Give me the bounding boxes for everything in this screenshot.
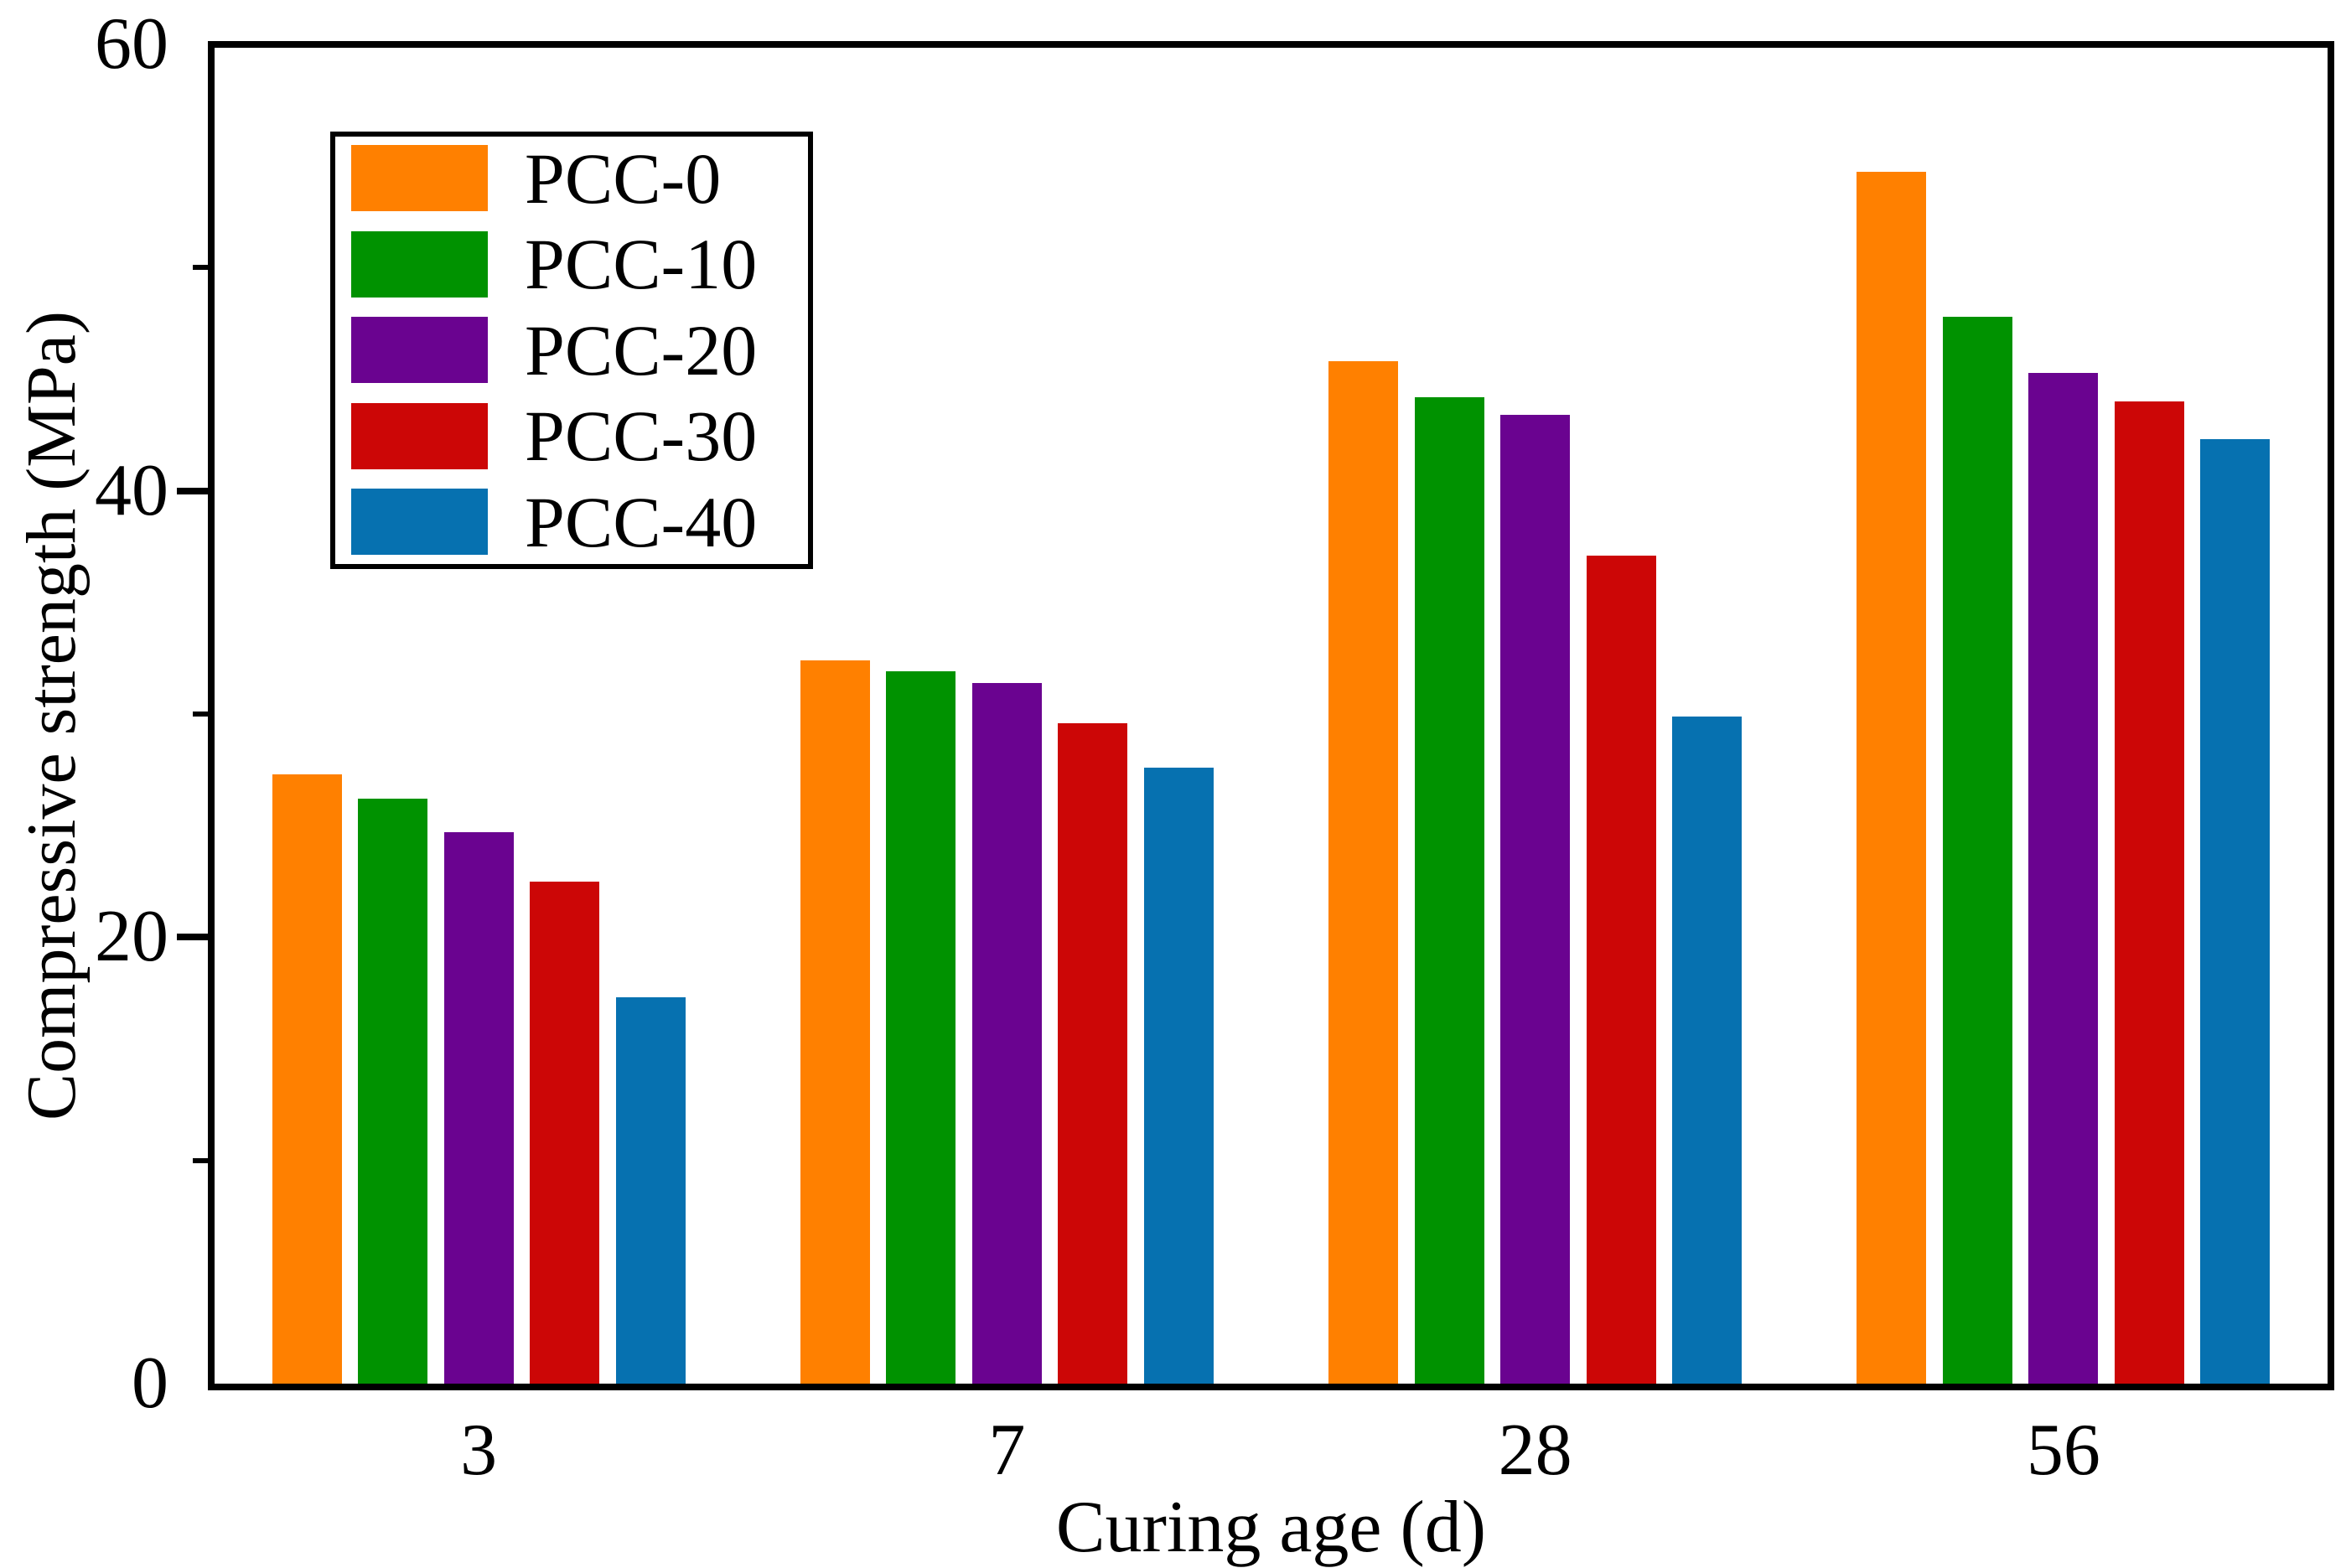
plot-frame (208, 41, 2334, 1390)
legend-swatch-PCC-20 (351, 317, 488, 383)
y-minor-tick-30 (193, 712, 208, 717)
bar-PCC-20-age-3 (443, 832, 514, 1384)
bar-PCC-0-age-7 (800, 660, 870, 1384)
legend-swatch-PCC-40 (351, 489, 488, 555)
y-minor-tick-10 (193, 1157, 208, 1163)
legend-row-PCC-40: PCC-40 (335, 480, 808, 567)
bar-PCC-0-age-56 (1857, 171, 1927, 1384)
y-major-tick-20 (177, 934, 208, 941)
bar-PCC-0-age-28 (1328, 361, 1399, 1384)
bar-PCC-40-age-56 (2200, 439, 2271, 1384)
y-tick-label-60: 60 (95, 3, 168, 85)
bar-PCC-40-age-7 (1143, 767, 1214, 1384)
legend-swatch-PCC-0 (351, 145, 488, 211)
bar-PCC-30-age-7 (1058, 722, 1128, 1384)
x-tick-label-28: 28 (1498, 1410, 1572, 1491)
bar-PCC-10-age-3 (358, 799, 428, 1384)
y-minor-tick-50 (193, 265, 208, 271)
y-major-tick-40 (177, 487, 208, 494)
bar-PCC-0-age-3 (272, 774, 342, 1384)
legend-row-PCC-0: PCC-0 (335, 137, 808, 223)
bar-PCC-40-age-28 (1672, 716, 1743, 1384)
legend-swatch-PCC-10 (351, 230, 488, 298)
bar-PCC-20-age-28 (1500, 415, 1571, 1384)
x-tick-label-3: 3 (460, 1410, 498, 1491)
y-tick-label-40: 40 (95, 449, 168, 531)
y-tick-label-0: 0 (132, 1343, 168, 1424)
y-axis-label: Compressive strength (MPa) (13, 311, 91, 1120)
bar-PCC-30-age-3 (530, 881, 600, 1384)
legend-row-PCC-30: PCC-30 (335, 395, 808, 481)
y-tick-label-20: 20 (95, 896, 168, 978)
legend-row-PCC-10: PCC-10 (335, 223, 808, 309)
legend-label-PCC-40: PCC-40 (525, 481, 758, 562)
legend-swatch-PCC-30 (351, 402, 488, 469)
bar-PCC-10-age-56 (1942, 316, 2012, 1384)
legend-label-PCC-20: PCC-20 (525, 309, 758, 391)
legend-row-PCC-20: PCC-20 (335, 308, 808, 395)
legend-label-PCC-30: PCC-30 (525, 396, 758, 476)
x-tick-label-7: 7 (988, 1410, 1026, 1491)
bar-PCC-10-age-28 (1414, 396, 1484, 1384)
bar-PCC-20-age-56 (2028, 372, 2099, 1384)
bar-PCC-40-age-3 (615, 997, 686, 1384)
bar-PCC-10-age-7 (886, 671, 956, 1384)
legend-label-PCC-10: PCC-10 (525, 224, 758, 304)
x-axis-label: Curing age (d) (1055, 1487, 1487, 1568)
bar-PCC-20-age-7 (971, 682, 1042, 1384)
bar-PCC-30-age-56 (2114, 401, 2184, 1384)
legend-label-PCC-0: PCC-0 (525, 137, 722, 219)
bar-PCC-30-age-28 (1586, 555, 1656, 1384)
x-tick-label-56: 56 (2026, 1410, 2100, 1491)
legend: PCC-0 PCC-10 PCC-20 PCC-30 PCC-40 (330, 132, 813, 569)
